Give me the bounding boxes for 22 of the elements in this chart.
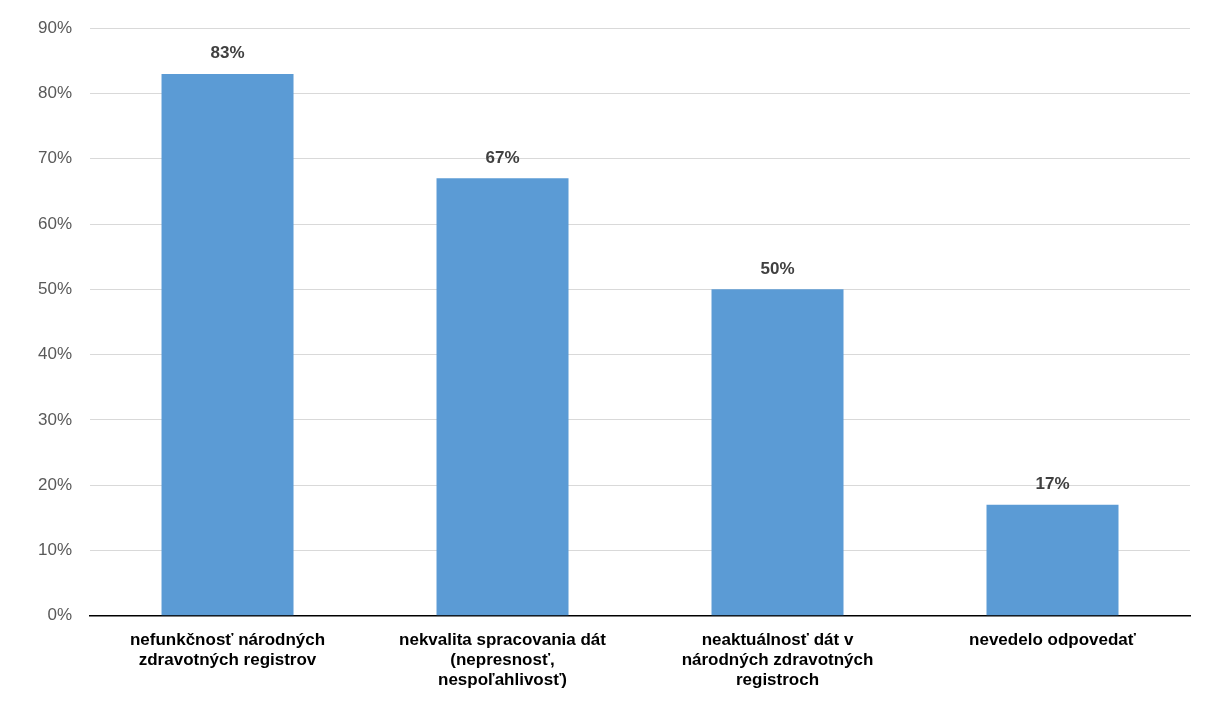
y-tick-label: 60% bbox=[37, 213, 73, 233]
y-tick-label: 20% bbox=[37, 474, 73, 494]
y-tick-label: 90% bbox=[37, 17, 73, 37]
data-label: 17% bbox=[1035, 474, 1070, 493]
y-tick-label: 80% bbox=[37, 83, 73, 103]
bar bbox=[986, 504, 1119, 616]
x-tick-label: nefunkčnosť národných zdravotných registrov bbox=[129, 629, 326, 670]
bar bbox=[161, 73, 294, 616]
y-tick-label: 10% bbox=[37, 540, 73, 560]
data-label: 50% bbox=[760, 258, 795, 278]
x-tick-label: nevedelo odpovedať bbox=[969, 629, 1137, 649]
x-tick-label: nekvalita spracovania dát (nepresnosť, nespoľahlivosť) bbox=[399, 629, 607, 690]
y-tick-label: 50% bbox=[37, 279, 73, 299]
y-tick-label: 0% bbox=[47, 605, 73, 625]
y-tick-label: 30% bbox=[37, 409, 73, 429]
y-tick-label: 70% bbox=[37, 148, 73, 168]
x-tick-label: neaktuálnosť dát v národných zdravotných registroch bbox=[681, 629, 874, 690]
bar bbox=[436, 178, 569, 616]
y-tick-label: 40% bbox=[37, 344, 73, 364]
bar bbox=[711, 289, 844, 616]
data-label: 67% bbox=[485, 147, 520, 167]
data-label: 83% bbox=[210, 43, 245, 63]
